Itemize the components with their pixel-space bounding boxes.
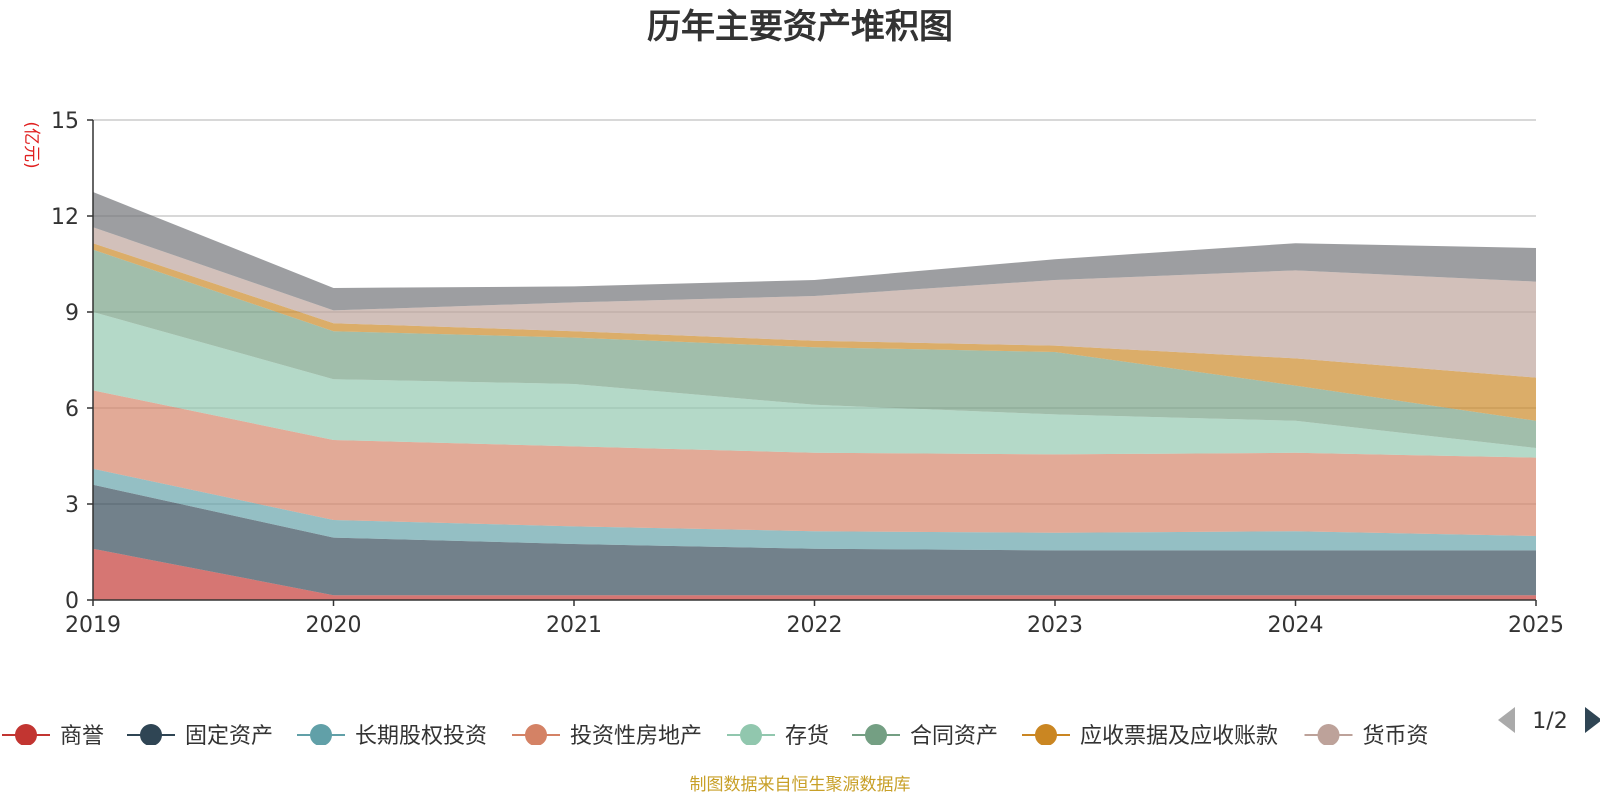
legend-next-page-icon[interactable] <box>1585 707 1600 733</box>
legend-prev-page-icon[interactable] <box>1498 707 1515 733</box>
x-tick-label-1: 2020 <box>306 613 362 638</box>
axes: 0 3 6 9 12 15 2019 2020 2021 2022 2023 2024 2025 <box>51 109 1564 638</box>
legend-marker-icon <box>1317 724 1340 745</box>
legend-label: 货币资 <box>1363 724 1429 749</box>
area-series-2 <box>93 468 1536 551</box>
legend-item-4[interactable]: 存货 <box>727 724 829 749</box>
legend-item-2[interactable]: 长期股权投资 <box>297 724 487 749</box>
x-tick-label-4: 2023 <box>1027 613 1083 638</box>
legend-marker-icon <box>310 724 332 745</box>
legend-item-0[interactable]: 商誉 <box>2 724 104 749</box>
area-series-6 <box>93 243 1536 421</box>
x-tick-label-2: 2021 <box>546 613 602 638</box>
legend-marker-icon <box>865 724 887 745</box>
x-tick-label-5: 2024 <box>1268 613 1324 638</box>
chart-title: 历年主要资产堆积图 <box>647 7 953 47</box>
legend-label: 存货 <box>785 724 829 749</box>
area-series-1 <box>93 484 1536 596</box>
y-tick-label-2: 6 <box>65 397 79 422</box>
legend: 商誉 固定资产 长期股权投资 投资性房地产 存货 合同资产 应收票据及应收账款 货币资 <box>2 724 1429 749</box>
legend-page-indicator: 1/2 <box>1532 709 1567 734</box>
y-axis-unit-label: (亿元) <box>21 121 41 168</box>
legend-item-3[interactable]: 投资性房地产 <box>512 724 702 749</box>
y-tick-label-1: 3 <box>65 493 79 518</box>
legend-label: 投资性房地产 <box>570 724 702 749</box>
data-source-note: 制图数据来自恒生聚源数据库 <box>690 775 911 795</box>
area-series-7 <box>93 227 1536 378</box>
legend-label: 商誉 <box>60 724 104 749</box>
legend-marker-icon <box>140 724 162 745</box>
x-tick-label-3: 2022 <box>787 613 843 638</box>
x-tick-label-0: 2019 <box>65 613 121 638</box>
area-series-4 <box>93 312 1536 458</box>
area-series-3 <box>93 390 1536 536</box>
y-tick-label-5: 15 <box>51 109 79 134</box>
y-tick-label-3: 9 <box>65 301 79 326</box>
legend-label: 长期股权投资 <box>355 724 487 749</box>
area-series-0 <box>93 548 1536 600</box>
legend-label: 应收票据及应收账款 <box>1080 724 1278 749</box>
legend-item-5[interactable]: 合同资产 <box>852 724 998 749</box>
legend-marker-icon <box>740 724 762 745</box>
y-tick-label-0: 0 <box>65 589 79 614</box>
legend-item-1[interactable]: 固定资产 <box>127 724 273 749</box>
legend-marker-icon <box>525 724 547 745</box>
legend-items: 商誉 固定资产 长期股权投资 投资性房地产 存货 合同资产 应收票据及应收账款 货币资 <box>2 724 1429 749</box>
legend-pager: 1/2 <box>1498 707 1600 734</box>
area-series-5 <box>93 249 1536 448</box>
x-tick-label-6: 2025 <box>1508 613 1564 638</box>
legend-label: 固定资产 <box>185 724 273 749</box>
legend-item-7[interactable]: 货币资 <box>1304 724 1429 749</box>
area-series <box>93 192 1536 600</box>
area-series-8 <box>93 192 1536 311</box>
legend-marker-icon <box>15 724 37 745</box>
legend-label: 合同资产 <box>910 724 998 749</box>
y-tick-label-4: 12 <box>51 205 79 230</box>
legend-marker-icon <box>1035 724 1057 745</box>
legend-item-6[interactable]: 应收票据及应收账款 <box>1022 724 1278 749</box>
